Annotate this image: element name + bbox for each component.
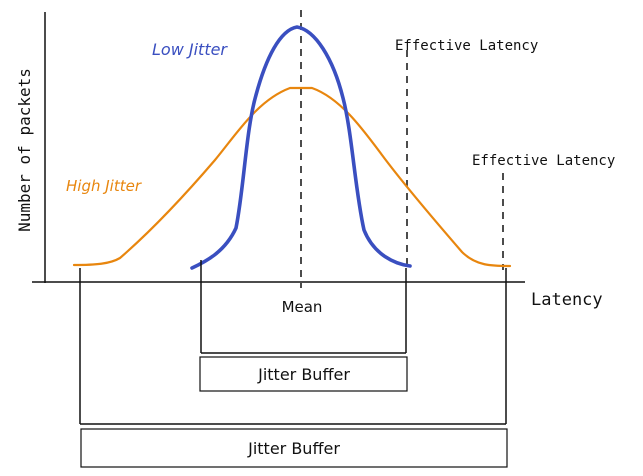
jitter-buffer-high-box [80, 428, 508, 468]
y-axis-label: Number of packets [15, 68, 34, 232]
mean-label: Mean [282, 298, 323, 316]
high-jitter-curve [72, 86, 512, 268]
jitter-buffer-low-box [199, 356, 408, 392]
jitter-buffer-high-label: Jitter Buffer [247, 439, 340, 458]
x-axis-label: Latency [531, 290, 603, 310]
effective-latency-high-label: Effective Latency [472, 153, 615, 169]
high-jitter-label: High Jitter [66, 177, 142, 195]
low-jitter-curve [190, 25, 412, 270]
effective-latency-low-label: Effective Latency [395, 38, 538, 54]
low-jitter-label: Low Jitter [152, 40, 228, 59]
jitter-buffer-low-label: Jitter Buffer [257, 365, 350, 384]
